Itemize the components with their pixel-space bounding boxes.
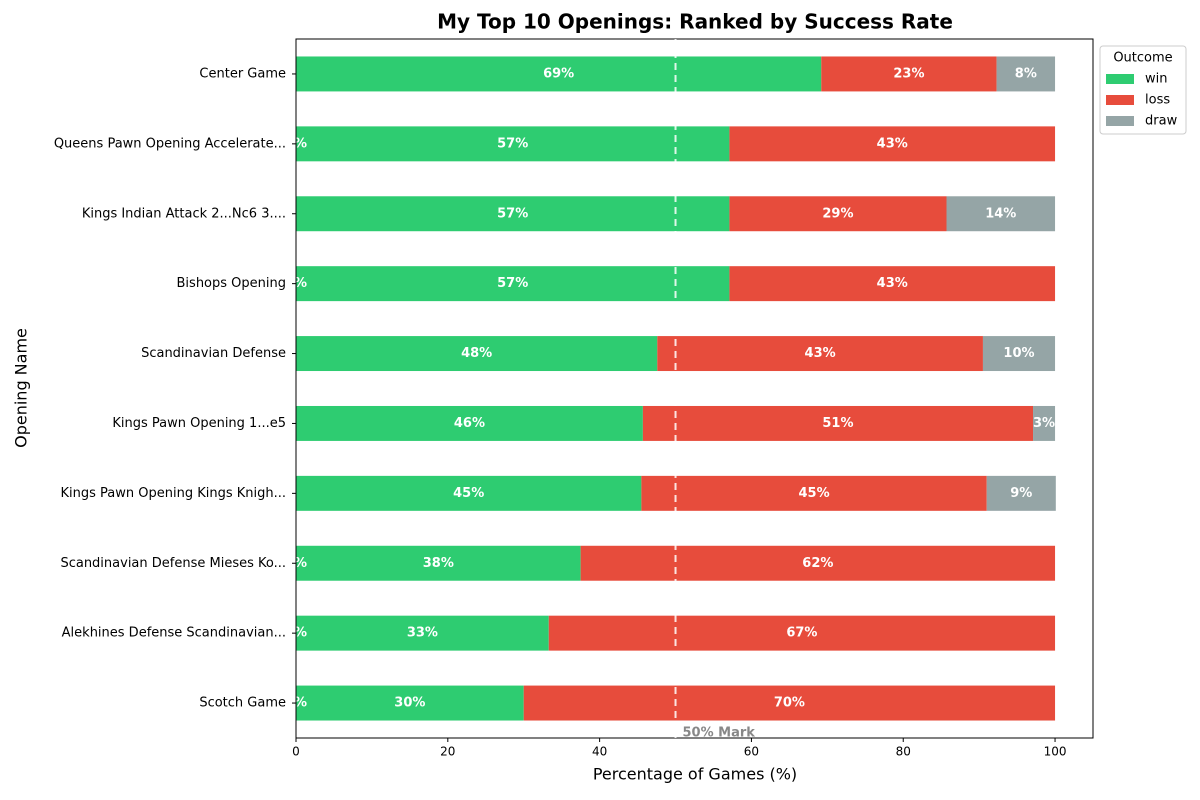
data-label: 33% — [407, 626, 438, 641]
data-label: 43% — [805, 346, 836, 361]
bar-segment — [1033, 405, 1056, 441]
legend-swatch — [1106, 116, 1134, 126]
data-label: 0% — [285, 556, 307, 571]
data-label: 30% — [394, 696, 425, 711]
bar-segment — [729, 126, 1056, 162]
y-tick-label: Kings Pawn Opening Kings Knigh... — [60, 486, 286, 501]
axes-frame — [295, 38, 1094, 739]
data-label: 45% — [798, 486, 829, 501]
x-tick-label: 40 — [592, 745, 607, 759]
data-labels: 69% 23% 8% 57% 43% 0% 57% 29% 14% 57% 43% 0% 48% 43% 1… — [285, 66, 1055, 711]
bar-segment — [821, 56, 997, 92]
data-label: 43% — [877, 136, 908, 151]
data-label: 23% — [893, 66, 924, 81]
bar-segment — [296, 56, 822, 92]
bar-segment — [641, 475, 987, 511]
bar-segment — [996, 56, 1056, 92]
y-tick-label: Center Game — [199, 66, 286, 81]
bar-segment — [946, 196, 1056, 232]
data-label: 62% — [802, 556, 833, 571]
bar-segment — [729, 266, 1056, 302]
legend-label: win — [1145, 72, 1167, 87]
data-label: 29% — [822, 206, 853, 221]
legend-swatch — [1106, 95, 1134, 105]
y-tick-label: Scotch Game — [199, 696, 286, 711]
data-label: 48% — [461, 346, 492, 361]
data-label: 67% — [786, 626, 817, 641]
bar-segment — [296, 615, 549, 651]
bar-segment — [296, 266, 730, 302]
y-tick-label: Kings Indian Attack 2...Nc6 3.... — [82, 206, 286, 221]
y-tick-label: Kings Pawn Opening 1...e5 — [112, 416, 286, 431]
data-label: 57% — [497, 276, 528, 291]
bar-segment — [296, 405, 643, 441]
y-tick-label: Bishops Opening — [177, 276, 286, 291]
x-tick-label: 0 — [292, 745, 300, 759]
bar-segment — [657, 336, 983, 372]
bar-segment — [986, 475, 1056, 511]
x-axis-label: Percentage of Games (%) — [593, 765, 797, 784]
bar-segment — [296, 475, 642, 511]
data-label: 57% — [497, 136, 528, 151]
y-axis-label: Opening Name — [12, 328, 31, 448]
bar-segment — [523, 685, 1056, 721]
legend-title: Outcome — [1113, 51, 1172, 66]
data-label: 45% — [453, 486, 484, 501]
data-label: 0% — [285, 626, 307, 641]
y-tick-label: Queens Pawn Opening Accelerate... — [54, 136, 286, 151]
data-label: 9% — [1010, 486, 1032, 501]
legend-swatch — [1106, 74, 1134, 84]
bar-segment — [548, 615, 1056, 651]
y-tick-label: Alekhines Defense Scandinavian... — [62, 626, 286, 641]
data-label: 43% — [877, 276, 908, 291]
y-tick-label: Scandinavian Defense — [141, 346, 286, 361]
data-label: 69% — [543, 66, 574, 81]
data-label: 0% — [285, 136, 307, 151]
data-label: 8% — [1015, 66, 1037, 81]
data-label: 10% — [1003, 346, 1034, 361]
x-tick-label: 100 — [1044, 745, 1067, 759]
x-tick-label: 80 — [896, 745, 911, 759]
bar-segment — [729, 196, 947, 232]
bar-segment — [296, 336, 658, 372]
plot-area — [296, 56, 1056, 721]
x-tick-label: 20 — [440, 745, 455, 759]
bar-segment — [296, 196, 730, 232]
data-label: 51% — [822, 416, 853, 431]
data-label: 14% — [985, 206, 1016, 221]
bar-segment — [580, 545, 1056, 581]
data-label: 70% — [774, 696, 805, 711]
data-label: 0% — [285, 276, 307, 291]
legend-label: loss — [1145, 93, 1170, 108]
legend-label: draw — [1145, 114, 1178, 129]
reference-label: 50% Mark — [683, 726, 756, 741]
legend-box — [1099, 45, 1187, 135]
data-label: 38% — [423, 556, 454, 571]
chart-title: My Top 10 Openings: Ranked by Success Ra… — [437, 10, 953, 34]
data-label: 0% — [285, 696, 307, 711]
bar-segment — [642, 405, 1034, 441]
legend: Outcome win loss draw — [1099, 45, 1187, 135]
bar-segment — [982, 336, 1056, 372]
data-label: 57% — [497, 206, 528, 221]
y-tick-label: Scandinavian Defense Mieses Ko... — [60, 556, 286, 571]
bar-segment — [296, 685, 524, 721]
bar-segment — [296, 545, 581, 581]
data-label: 3% — [1033, 416, 1055, 431]
data-label: 46% — [454, 416, 485, 431]
x-tick-label: 60 — [744, 745, 759, 759]
bar-segment — [296, 126, 730, 162]
